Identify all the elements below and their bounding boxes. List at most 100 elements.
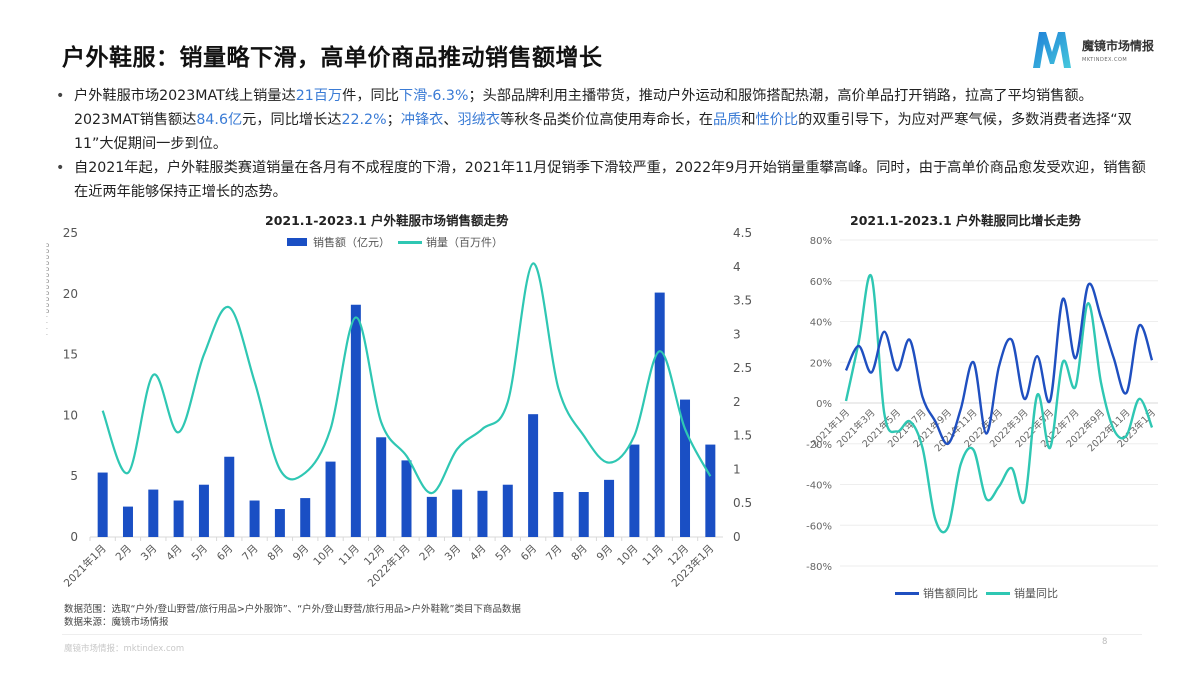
sales-bar (376, 437, 387, 537)
body-text: 的双重引导下，为应对严寒气候，多数消费者选择“双11”大促期间一步到位。 (74, 112, 1132, 152)
highlight-text: 冲锋衣 (400, 112, 444, 128)
logo-name: 魔镜市场情报 (1082, 39, 1155, 53)
yoy-chart-legend: 销售额同比 销量同比 (895, 585, 1066, 601)
sales-bar (705, 444, 716, 537)
brand-logo: 魔镜市场情报 MKTINDEX.COM (1030, 28, 1180, 72)
sales-bar (680, 399, 691, 537)
y-right-tick: 3 (733, 327, 741, 341)
y-left-tick: 5 (70, 469, 78, 483)
legend-line-swatch (398, 240, 422, 244)
highlight-text: 羽绒衣 (457, 112, 501, 128)
sales-yoy-line (844, 282, 1154, 445)
y-tick: 60% (810, 277, 832, 288)
y-left-tick: 0 (70, 530, 78, 544)
highlight-text: 性价比 (755, 112, 799, 128)
y-left-tick: 25 (63, 226, 78, 240)
legend-item-sales: 销售额（亿元） (287, 234, 390, 250)
sales-bar (477, 490, 488, 537)
page-number: 8 (1102, 637, 1108, 647)
body-text: 元，同比增长达 (242, 112, 342, 128)
sales-bar (553, 492, 564, 537)
sales-bar (426, 496, 437, 537)
body-text: 户外鞋服市场2023MAT线上销量达 (74, 88, 296, 104)
y-tick: 20% (810, 358, 832, 369)
sales-bar (629, 444, 640, 537)
volume-line (101, 262, 712, 495)
sales-bar (198, 484, 209, 537)
bullet-2: 自2021年起，户外鞋服类赛道销量在各月有不成程度的下滑，2021年11月促销季… (52, 156, 1152, 204)
logo-m-icon (1033, 32, 1071, 68)
y-tick: -20% (806, 440, 832, 451)
legend-item-volume-yoy: 销量同比 (986, 585, 1058, 601)
sales-bar (274, 509, 285, 537)
legend-line-swatch (986, 591, 1010, 595)
sales-bar (401, 460, 412, 537)
y-right-tick: 2.5 (733, 361, 752, 375)
y-tick: 80% (810, 236, 832, 247)
body-text: 、 (443, 112, 458, 128)
sales-bar (300, 498, 311, 537)
volume-yoy-line (844, 273, 1154, 534)
sales-bar (578, 492, 589, 537)
sales-chart-title: 2021.1-2023.1 户外鞋服市场销售额走势 (265, 213, 509, 228)
y-left-tick: 10 (63, 408, 78, 422)
body-text: 件，同比 (342, 88, 399, 104)
body-text: 自2021年起，户外鞋服类赛道销量在各月有不成程度的下滑，2021年11月促销季… (74, 160, 1146, 200)
sales-bar (173, 500, 184, 537)
sales-bar (224, 456, 235, 537)
logo-domain: MKTINDEX.COM (1082, 57, 1128, 63)
highlight-text: 22.2% (341, 112, 387, 128)
legend-item-volume: 销量（百万件） (398, 234, 503, 250)
y-tick: 40% (810, 318, 832, 329)
footer-text: 魔镜市场情报：mktindex.com (64, 644, 185, 654)
summary-bullets: 户外鞋服市场2023MAT线上销量达21百万件，同比下滑-6.3%；头部品牌利用… (52, 84, 1152, 204)
y-right-tick: 4 (733, 260, 741, 274)
y-right-tick: 2 (733, 395, 741, 409)
y-right-tick: 0.5 (733, 496, 752, 510)
legend-item-sales-yoy: 销售额同比 (895, 585, 978, 601)
highlight-text: 84.6亿 (196, 112, 243, 128)
sales-bar (528, 414, 539, 537)
sales-chart-legend: 销售额（亿元） 销量（百万件） (287, 234, 511, 250)
body-text: 等秋冬品类价位高使用寿命长，在 (500, 112, 713, 128)
highlight-text: 下滑-6.3% (398, 88, 469, 104)
footer-divider (62, 634, 1142, 635)
sales-bar (502, 484, 513, 537)
legend-line-swatch (895, 591, 919, 595)
yoy-chart-title: 2021.1-2023.1 户外鞋服同比增长走势 (850, 213, 1082, 228)
sales-bar (350, 304, 361, 537)
y-right-tick: 1 (733, 462, 741, 476)
y-right-tick: 4.5 (733, 226, 752, 240)
sales-bar (325, 461, 336, 537)
body-text: ； (386, 112, 401, 128)
bullet-1: 户外鞋服市场2023MAT线上销量达21百万件，同比下滑-6.3%；头部品牌利用… (52, 84, 1152, 156)
highlight-text: 品质 (712, 112, 742, 128)
sales-bar (604, 479, 615, 537)
sales-bar (249, 500, 260, 537)
axis-title-dotted: ↄ ↄ ↄ ↄ ↄ ↄ ↄ ↄ ↄ ↄ ↄ ↄ · · · · (46, 242, 50, 339)
y-right-tick: 0 (733, 530, 741, 544)
sales-bar (452, 489, 463, 537)
y-left-tick: 20 (63, 287, 78, 301)
sales-bar (654, 292, 665, 537)
sales-bar (148, 489, 159, 537)
y-tick: -40% (806, 481, 832, 492)
data-source: 数据来源：魔镜市场情报 (64, 617, 169, 628)
y-left-tick: 15 (63, 348, 78, 362)
body-text: ；头部品牌利用主播带货，推动户外运动和服饰搭配热潮，高价单品打开销路，拉高了平均… (74, 88, 1093, 128)
body-text: 和 (741, 112, 756, 128)
data-scope: 数据范围：选取“户外/登山野营/旅行用品>户外服饰”、“户外/登山野营/旅行用品… (64, 604, 521, 615)
sales-bar (97, 472, 108, 537)
sales-bar (122, 506, 133, 537)
y-right-tick: 1.5 (733, 429, 752, 443)
page-title: 户外鞋服：销量略下滑，高单价商品推动销售额增长 (62, 45, 603, 71)
y-tick: 0% (816, 399, 832, 410)
highlight-text: 21百万 (295, 88, 343, 104)
y-tick: -80% (806, 562, 832, 573)
y-tick: -60% (806, 521, 832, 532)
legend-bar-swatch (287, 238, 307, 246)
data-notes: 数据范围：选取“户外/登山野营/旅行用品>户外服饰”、“户外/登山野营/旅行用品… (64, 603, 521, 629)
y-right-tick: 3.5 (733, 294, 752, 308)
